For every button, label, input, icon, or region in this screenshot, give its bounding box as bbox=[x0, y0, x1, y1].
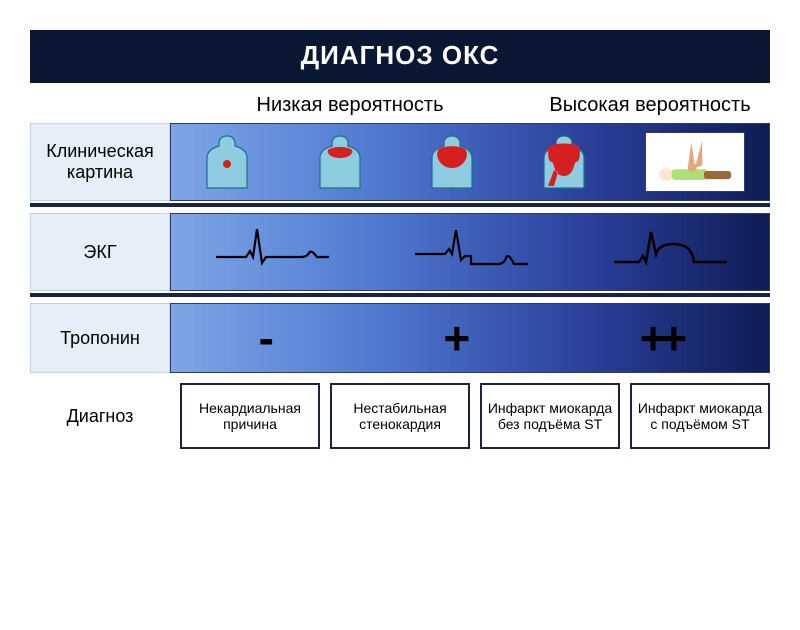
ecg-st-depression-icon bbox=[410, 222, 530, 282]
row-label-diagnosis: Диагноз bbox=[30, 383, 170, 449]
row-clinical: Клиническая картина bbox=[30, 123, 770, 201]
row-separator-1 bbox=[30, 203, 770, 207]
row-ecg: ЭКГ bbox=[30, 213, 770, 291]
row-content-clinical bbox=[170, 123, 770, 201]
diag-box-stemi: Инфаркт миокарда с подъёмом ST bbox=[630, 383, 770, 449]
row-label-clinical: Клиническая картина bbox=[30, 123, 170, 201]
row-separator-2 bbox=[30, 293, 770, 297]
row-content-ecg bbox=[170, 213, 770, 291]
cpr-icon-box bbox=[645, 132, 745, 192]
title-bar: ДИАГНОЗ ОКС bbox=[30, 30, 770, 83]
torso-icon-2 bbox=[308, 130, 372, 194]
troponin-value-pospos: ++ bbox=[640, 315, 682, 361]
torso-icon-1 bbox=[195, 130, 259, 194]
row-content-troponin: - + ++ bbox=[170, 303, 770, 373]
row-label-ecg: ЭКГ bbox=[30, 213, 170, 291]
diag-box-unstable-angina: Нестабильная стенокардия bbox=[330, 383, 470, 449]
diagnosis-oks-infographic: ДИАГНОЗ ОКС Низкая вероятность Высокая в… bbox=[30, 30, 770, 449]
diag-box-nstemi: Инфаркт миокарда без подъёма ST bbox=[480, 383, 620, 449]
header-high: Высокая вероятность bbox=[530, 94, 770, 117]
cpr-icon bbox=[649, 135, 741, 189]
page-title: ДИАГНОЗ ОКС bbox=[301, 40, 500, 70]
troponin-value-neg: - bbox=[259, 315, 268, 361]
header-low: Низкая вероятность bbox=[170, 94, 530, 117]
row-troponin: Тропонин - + ++ bbox=[30, 303, 770, 373]
diagnosis-boxes: Некардиальная причина Нестабильная стено… bbox=[180, 383, 770, 449]
row-diagnosis: Диагноз Некардиальная причина Нестабильн… bbox=[30, 383, 770, 449]
ecg-st-elevation-icon bbox=[609, 222, 729, 282]
ecg-normal-icon bbox=[211, 222, 331, 282]
torso-icon-4 bbox=[532, 130, 596, 194]
torso-icon-3 bbox=[420, 130, 484, 194]
troponin-value-pos: + bbox=[443, 315, 464, 361]
probability-header: Низкая вероятность Высокая вероятность bbox=[30, 83, 770, 117]
diag-box-noncardiac: Некардиальная причина bbox=[180, 383, 320, 449]
row-label-troponin: Тропонин bbox=[30, 303, 170, 373]
